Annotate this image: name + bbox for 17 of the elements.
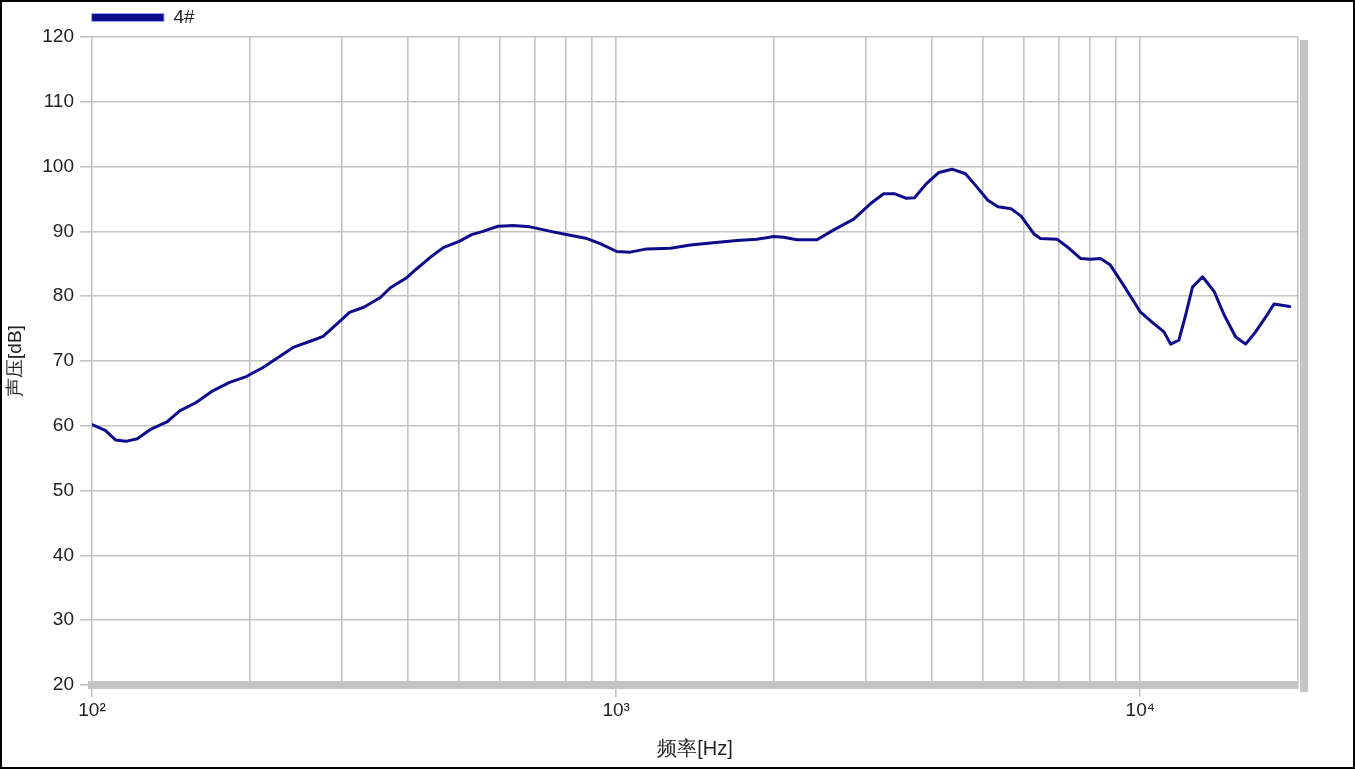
x-tick-label: 10³	[602, 698, 630, 720]
x-axis-title: 频率[Hz]	[657, 736, 733, 759]
y-tick-label: 70	[52, 349, 74, 371]
y-tick-label: 100	[42, 154, 74, 176]
x-tick-label: 10⁴	[1125, 698, 1155, 720]
y-tick-label: 120	[42, 25, 74, 47]
x-tick-label: 10²	[78, 698, 106, 720]
y-tick-label: 30	[52, 608, 74, 630]
y-tick-label: 60	[52, 414, 74, 436]
y-tick-label: 40	[52, 543, 74, 565]
y-axis-title: 声压[dB]	[3, 325, 25, 397]
y-tick-label: 20	[52, 673, 74, 695]
y-tick-label: 90	[52, 219, 74, 241]
y-tick-label: 50	[52, 478, 74, 500]
legend-label: 4#	[173, 5, 196, 27]
y-tick-label: 80	[52, 284, 74, 306]
y-tick-label: 110	[43, 90, 74, 112]
